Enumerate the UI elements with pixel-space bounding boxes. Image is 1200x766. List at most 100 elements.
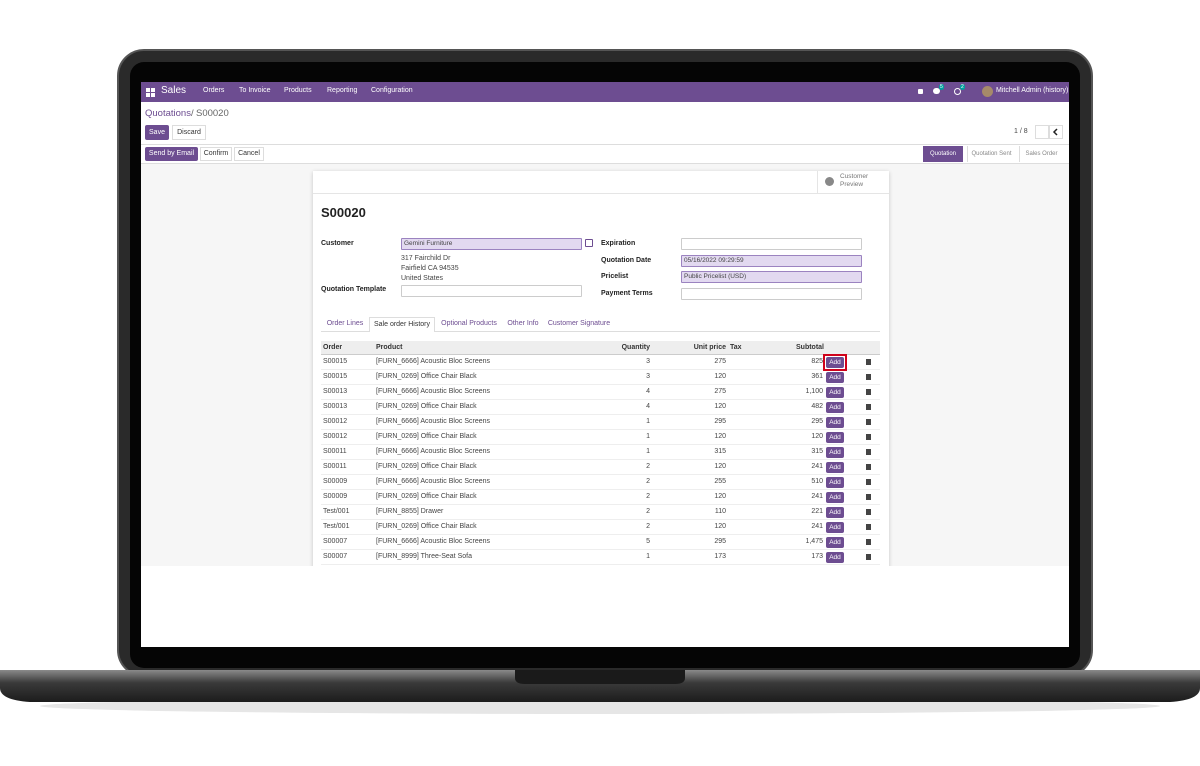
- delete-icon[interactable]: [866, 509, 871, 515]
- table-cell: [FURN_6666] Acoustic Bloc Screens: [376, 388, 490, 395]
- table-cell: 1: [646, 448, 650, 455]
- discard-button[interactable]: Discard: [172, 125, 206, 140]
- table-cell: [FURN_0269] Office Chair Black: [376, 403, 477, 410]
- breadcrumb-parent[interactable]: Quotations: [145, 108, 191, 119]
- delete-icon[interactable]: [866, 389, 871, 395]
- table-cell: [FURN_6666] Acoustic Bloc Screens: [376, 478, 490, 485]
- add-button[interactable]: Add: [826, 372, 844, 383]
- delete-icon[interactable]: [866, 494, 871, 500]
- tab[interactable]: Order Lines: [326, 320, 364, 327]
- apps-icon-square: [151, 88, 155, 92]
- table-cell: 120: [714, 493, 726, 500]
- apps-icon-square: [146, 88, 150, 92]
- table-row: [321, 430, 880, 445]
- menu-item[interactable]: To Invoice: [239, 87, 271, 94]
- field-label: Quotation Template: [321, 286, 387, 293]
- table-cell: S00015: [323, 358, 348, 365]
- template-input[interactable]: [401, 285, 582, 297]
- table-cell: [FURN_6666] Acoustic Bloc Screens: [376, 448, 490, 455]
- preview-box[interactable]: [817, 171, 889, 193]
- send-email-button[interactable]: Send by Email: [145, 147, 198, 161]
- table-row: [321, 475, 880, 490]
- field-input[interactable]: [681, 238, 862, 250]
- delete-icon[interactable]: [866, 434, 871, 440]
- delete-icon[interactable]: [866, 419, 871, 425]
- delete-icon[interactable]: [866, 449, 871, 455]
- delete-icon[interactable]: [866, 554, 871, 560]
- table-cell: 1: [646, 433, 650, 440]
- tab[interactable]: Other Info: [507, 320, 539, 327]
- table-header: Order: [323, 344, 343, 351]
- add-button[interactable]: Add: [826, 462, 844, 473]
- table-row: [321, 400, 880, 415]
- table-cell: 1: [646, 553, 650, 560]
- delete-icon[interactable]: [866, 404, 871, 410]
- tabs-line: [321, 331, 880, 332]
- menu-item[interactable]: Orders: [203, 87, 225, 94]
- table-cell: 2: [646, 508, 650, 515]
- customer-input[interactable]: Gemini Furniture: [401, 238, 582, 250]
- pager-next[interactable]: [1049, 125, 1063, 139]
- table-cell: 120: [811, 433, 823, 440]
- external-link-icon[interactable]: [585, 239, 593, 247]
- table-cell: 173: [811, 553, 823, 560]
- tab[interactable]: Optional Products: [441, 320, 497, 327]
- save-button[interactable]: Save: [145, 125, 169, 140]
- form-background: Customer Preview S00020 Customer Gemini Fur…: [141, 163, 1069, 566]
- field-input[interactable]: 05/16/2022 09:29:59: [681, 255, 862, 267]
- field-input[interactable]: [681, 288, 862, 300]
- delete-icon[interactable]: [866, 539, 871, 545]
- record-title: S00020: [321, 205, 366, 220]
- table-cell: 2: [646, 478, 650, 485]
- customer-preview[interactable]: Customer Preview: [840, 173, 869, 188]
- separator-line: [141, 144, 1069, 145]
- tab-active[interactable]: Sale order History: [369, 317, 435, 332]
- pager-prev[interactable]: [1035, 125, 1049, 139]
- delete-icon[interactable]: [866, 524, 871, 530]
- status-active[interactable]: Quotation: [923, 146, 963, 162]
- delete-icon[interactable]: [866, 479, 871, 485]
- activity-icon[interactable]: [954, 88, 961, 95]
- chat-badge: 5: [939, 84, 944, 90]
- table-header: Quantity: [621, 344, 650, 351]
- table-cell: S00009: [323, 478, 348, 485]
- add-button[interactable]: Add: [826, 522, 844, 533]
- lock-icon[interactable]: [918, 89, 923, 94]
- status-step[interactable]: Quotation Sent: [967, 146, 1015, 162]
- add-button[interactable]: Add: [826, 492, 844, 503]
- add-button[interactable]: Add: [826, 357, 844, 368]
- add-button[interactable]: Add: [826, 387, 844, 398]
- table-cell: 1,100: [805, 388, 823, 395]
- chat-icon[interactable]: [933, 88, 940, 94]
- app-name[interactable]: Sales: [161, 85, 187, 96]
- delete-icon[interactable]: [866, 464, 871, 470]
- add-button[interactable]: Add: [826, 417, 844, 428]
- add-button[interactable]: Add: [826, 537, 844, 548]
- screen: Sales Orders To Invoice Products Reporting Co…: [141, 82, 1069, 647]
- address-line: 317 Fairchild Dr: [401, 255, 451, 262]
- add-button[interactable]: Add: [826, 507, 844, 518]
- delete-icon[interactable]: [866, 359, 871, 365]
- delete-icon[interactable]: [866, 374, 871, 380]
- confirm-button[interactable]: Confirm: [200, 147, 232, 161]
- add-button[interactable]: Add: [826, 552, 844, 563]
- menu-item[interactable]: Configuration: [371, 87, 413, 94]
- user-name[interactable]: Mitchell Admin (history): [996, 87, 1069, 94]
- table-cell: 482: [811, 403, 823, 410]
- cancel-button[interactable]: Cancel: [234, 147, 264, 161]
- table-cell: 2: [646, 493, 650, 500]
- menu-item[interactable]: Products: [284, 87, 312, 94]
- tab[interactable]: Customer Signature: [547, 320, 611, 327]
- avatar[interactable]: [982, 86, 993, 97]
- table-cell: S00011: [323, 463, 347, 470]
- menu-item[interactable]: Reporting: [327, 87, 358, 94]
- table-cell: 3: [646, 373, 650, 380]
- add-button[interactable]: Add: [826, 447, 844, 458]
- table-cell: S00012: [323, 418, 348, 425]
- field-input[interactable]: Public Pricelist (USD): [681, 271, 862, 283]
- status-step[interactable]: Sales Order: [1019, 146, 1063, 162]
- add-button[interactable]: Add: [826, 477, 844, 488]
- add-button[interactable]: Add: [826, 432, 844, 443]
- add-button[interactable]: Add: [826, 402, 844, 413]
